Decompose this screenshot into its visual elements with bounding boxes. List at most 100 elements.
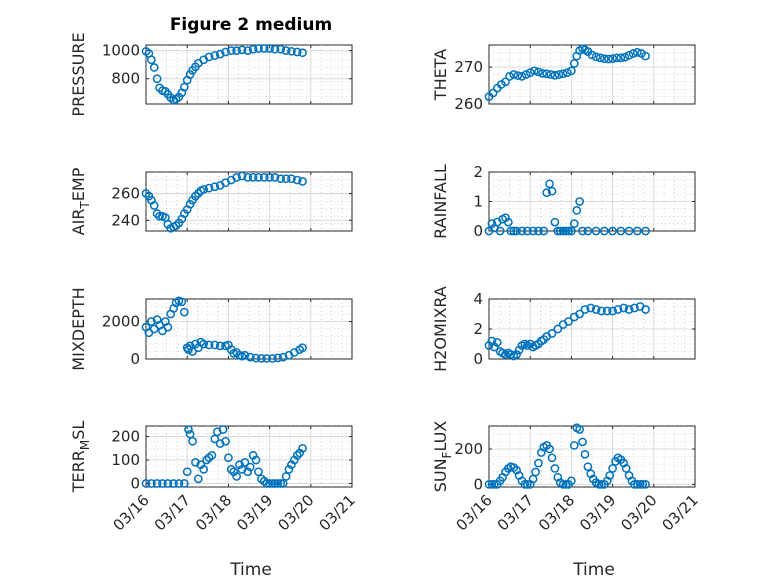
data-point (569, 59, 579, 68)
data-point (487, 479, 497, 489)
x-tick-label: 03/18 (192, 491, 235, 534)
data-point (542, 188, 552, 197)
data-point (292, 47, 302, 57)
data-point (484, 479, 494, 489)
y-tick-label: 0 (473, 475, 483, 493)
data-point (232, 472, 241, 481)
data-point (273, 479, 283, 488)
y-axis-label: TERRMSL (69, 421, 92, 494)
data-point (224, 453, 233, 463)
data-point (632, 48, 642, 57)
data-point (245, 462, 255, 472)
data-point (513, 71, 523, 80)
data-point (641, 479, 650, 489)
data-point (591, 226, 601, 236)
data-point (495, 226, 505, 236)
panel-pressure: 800 1000 PRESSURE (69, 32, 353, 117)
data-point (226, 46, 236, 55)
data-point (575, 309, 584, 319)
data-point (179, 307, 189, 317)
data-point (630, 303, 639, 313)
y-tick-label: 4 (473, 290, 483, 308)
data-point (262, 354, 272, 363)
data-point (251, 353, 261, 363)
data-point (193, 189, 203, 198)
data-point (147, 479, 156, 488)
data-point (298, 48, 307, 58)
data-point (155, 211, 164, 221)
x-axis-label-left: Time (229, 560, 272, 580)
data-point (619, 303, 629, 313)
data-point (163, 322, 173, 332)
data-point (529, 66, 539, 76)
data-point (567, 66, 576, 76)
data-point (237, 45, 247, 55)
panel-mixdepth: 0 2000 MIXDEPTH (69, 287, 353, 371)
data-point (558, 226, 568, 236)
data-point (221, 47, 230, 57)
data-point (578, 437, 587, 447)
data-point (534, 67, 543, 77)
data-point (259, 476, 269, 486)
data-point (163, 479, 173, 488)
data-point (276, 174, 286, 184)
data-point (558, 479, 568, 489)
data-point (587, 50, 597, 60)
y-tick-label: 200 (454, 440, 483, 458)
x-tick-label: 03/20 (617, 491, 660, 534)
data-point (591, 305, 601, 314)
y-tick-label: 2000 (102, 313, 140, 331)
data-point (265, 173, 274, 182)
data-point (257, 354, 266, 363)
data-point (254, 467, 263, 477)
y-axis-label: RAINFALL (431, 164, 450, 239)
data-point (555, 226, 565, 236)
data-point (550, 217, 560, 227)
data-point (512, 350, 521, 359)
data-point (243, 46, 253, 55)
data-point (188, 436, 197, 446)
data-point (558, 69, 568, 79)
y-tick-label: 240 (111, 211, 140, 229)
y-tick-label: 0 (473, 350, 483, 368)
data-point (281, 472, 291, 481)
data-point (232, 173, 241, 182)
data-point (292, 450, 302, 460)
data-point (218, 425, 228, 434)
y-tick-label: 0 (130, 474, 140, 492)
data-point (641, 226, 650, 236)
data-point (232, 46, 241, 55)
data-point (270, 44, 280, 54)
data-point (278, 479, 288, 488)
data-point (210, 182, 220, 192)
data-point (262, 479, 272, 488)
data-point (270, 479, 280, 488)
data-point (501, 77, 510, 87)
data-point (621, 464, 631, 473)
data-point (179, 479, 189, 488)
data-point (265, 44, 274, 53)
data-point (199, 339, 209, 349)
data-point (583, 462, 593, 472)
data-point (509, 226, 519, 236)
data-point (215, 341, 225, 351)
data-point (298, 443, 307, 453)
data-point (564, 226, 573, 236)
data-point (542, 69, 552, 79)
data-point (531, 467, 540, 477)
y-axis-label: AIRTEMP (69, 167, 92, 235)
y-tick-label: 270 (454, 58, 483, 76)
data-point (281, 174, 291, 184)
data-point (594, 479, 604, 489)
data-point (248, 44, 258, 54)
data-point (628, 49, 638, 58)
data-point (270, 173, 280, 182)
data-point (152, 74, 162, 84)
data-point (624, 226, 634, 236)
data-point (221, 436, 230, 446)
data-point (575, 425, 584, 434)
data-point (624, 305, 634, 314)
data-point (243, 173, 253, 182)
